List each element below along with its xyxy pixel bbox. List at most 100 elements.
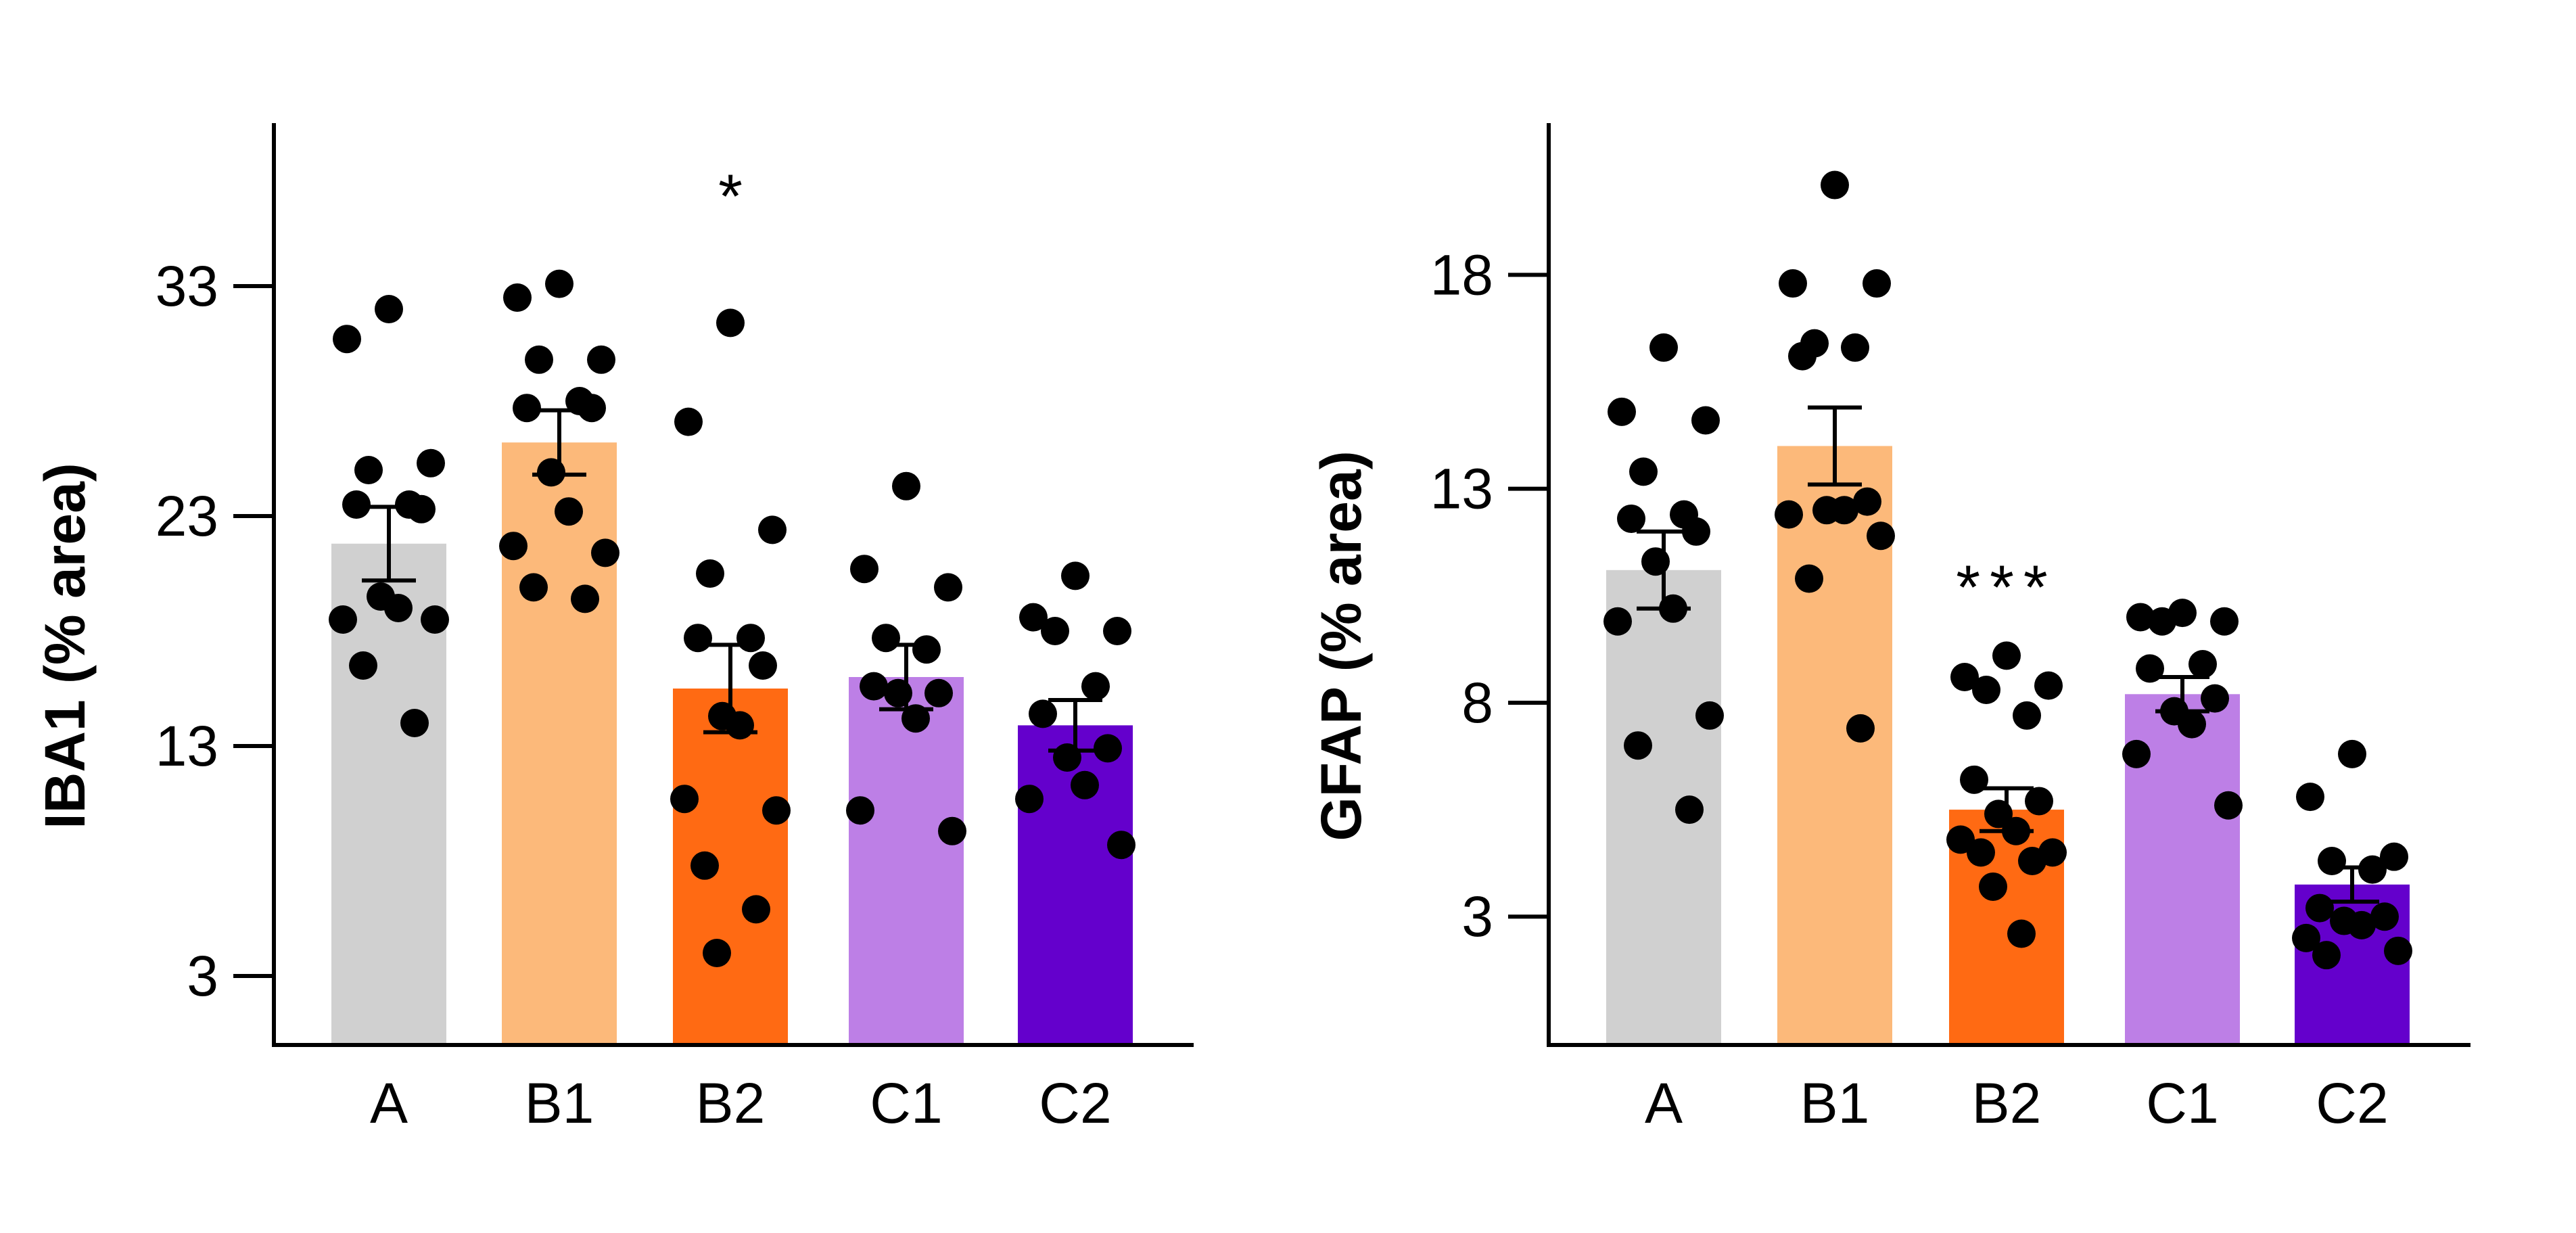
data-point: [2136, 654, 2164, 683]
data-point: [349, 651, 377, 680]
data-point: [1041, 617, 1069, 645]
data-point: [1603, 607, 1632, 636]
data-point: [587, 345, 615, 374]
data-point: [1103, 617, 1131, 645]
data-point: [513, 394, 541, 423]
y-axis-title: IBA1 (% area): [33, 463, 97, 829]
data-point: [2380, 842, 2408, 871]
x-tick-label-c2: C2: [1039, 1071, 1111, 1135]
x-tick-label-c1: C1: [870, 1071, 942, 1135]
data-point: [872, 624, 900, 653]
data-point: [1863, 269, 1891, 298]
data-point: [1608, 397, 1636, 426]
bar-b1: [502, 442, 617, 1045]
data-point: [2210, 607, 2239, 636]
gfap-panel: 3 8 13 18 A B1 B2 C1 C2 GFAP (% area) ***: [1309, 123, 2470, 1135]
data-point: [1081, 672, 1110, 701]
data-point: [1830, 496, 1858, 525]
data-point: [2318, 847, 2346, 875]
data-point: [354, 456, 383, 484]
data-point: [696, 559, 724, 588]
x-tick-label-b2: B2: [696, 1071, 766, 1135]
data-point: [519, 573, 548, 602]
x-tick-label-a: A: [1645, 1071, 1683, 1135]
data-point: [684, 624, 712, 653]
data-point: [1617, 504, 1645, 533]
y-tick-label: 23: [156, 484, 218, 548]
data-point: [1659, 594, 1687, 623]
data-point: [1779, 269, 1807, 298]
data-point: [1695, 701, 1724, 730]
data-point: [758, 515, 787, 544]
data-point: [342, 490, 371, 519]
data-point: [1950, 663, 1979, 691]
significance-marker: *: [718, 162, 743, 231]
data-point: [384, 594, 413, 622]
data-point: [591, 538, 619, 567]
data-point: [545, 269, 573, 298]
data-point: [1015, 785, 1044, 814]
bar-a: [1606, 569, 1721, 1045]
data-point: [749, 651, 777, 680]
x-tick-label-b1: B1: [1800, 1071, 1870, 1135]
data-point: [2358, 855, 2387, 884]
data-point: [2002, 816, 2030, 845]
data-point: [850, 555, 879, 584]
data-point: [1061, 561, 1090, 590]
x-tick-label-a: A: [370, 1071, 408, 1135]
data-point: [726, 711, 754, 740]
data-point: [1019, 603, 1048, 632]
data-point: [1788, 342, 1817, 371]
bar-c2: [1018, 725, 1133, 1045]
data-point: [1967, 838, 1995, 867]
data-point: [703, 939, 731, 967]
data-point: [2384, 936, 2412, 965]
data-point: [555, 497, 583, 526]
data-point: [1867, 521, 1895, 551]
data-point: [2296, 783, 2324, 812]
data-point: [934, 573, 962, 602]
data-point: [1029, 699, 1057, 728]
data-point: [2338, 739, 2366, 768]
data-point: [1946, 825, 1975, 854]
data-point: [2007, 919, 2036, 948]
x-tick-label-c2: C2: [2316, 1071, 2388, 1135]
y-tick-label: 13: [156, 714, 218, 778]
data-point: [736, 624, 765, 653]
y-tick-label: 3: [187, 944, 218, 1008]
data-point: [938, 816, 966, 845]
data-point: [892, 471, 920, 501]
data-point: [1071, 770, 1099, 799]
data-point: [670, 785, 699, 814]
data-point: [1853, 487, 1881, 516]
data-point: [2018, 847, 2046, 875]
data-point: [400, 709, 429, 737]
data-point: [1624, 731, 1652, 760]
data-point: [716, 308, 745, 338]
data-point: [1821, 170, 1849, 200]
data-point: [1984, 799, 2013, 829]
y-tick-label: 13: [1430, 457, 1493, 521]
data-point: [912, 635, 941, 664]
error-bar-b1: [1808, 405, 1862, 487]
data-point: [2370, 902, 2399, 931]
data-point: [329, 605, 357, 634]
data-point: [499, 532, 528, 561]
data-point: [1972, 675, 2000, 704]
y-tick-label: 8: [1461, 671, 1493, 735]
data-point: [884, 678, 912, 707]
data-point: [421, 605, 449, 634]
data-point: [1960, 765, 1988, 794]
data-point: [2178, 709, 2206, 739]
data-point: [1094, 734, 1122, 763]
data-point: [2025, 787, 2053, 816]
data-point: [901, 704, 930, 733]
data-point: [2188, 650, 2217, 679]
data-point: [2126, 603, 2155, 632]
y-tick-label: 33: [156, 254, 218, 318]
data-point: [674, 407, 703, 436]
data-point: [2292, 923, 2320, 952]
data-point: [1846, 714, 1875, 743]
data-point: [537, 458, 565, 487]
